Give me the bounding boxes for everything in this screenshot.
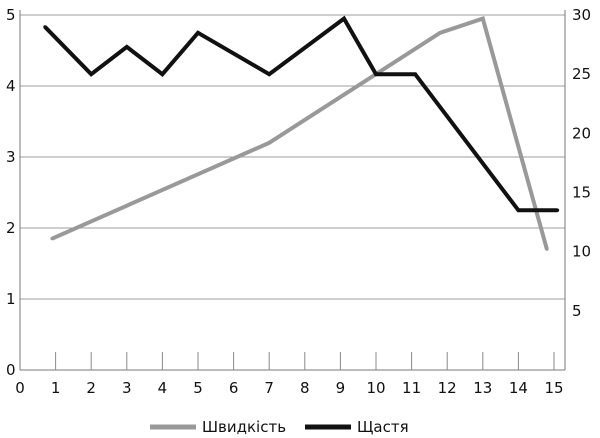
y-left-tick-label-0: 0 <box>6 361 16 379</box>
y-left-tick-label-3: 3 <box>6 148 16 166</box>
series-1-point-8 <box>413 72 417 76</box>
series-1-point-5 <box>267 72 271 76</box>
series-1-point-6 <box>342 16 346 21</box>
x-tick-label-13: 13 <box>473 379 492 397</box>
axis-layer <box>19 10 566 371</box>
y-right-tick-label-10: 10 <box>572 243 591 261</box>
series-0-point-4 <box>545 247 549 251</box>
x-tick-label-11: 11 <box>402 379 421 397</box>
series-1-point-0 <box>43 25 47 29</box>
y-left-tick-label-4: 4 <box>6 77 16 95</box>
x-tick-label-14: 14 <box>509 379 528 397</box>
series-line-1 <box>43 15 558 213</box>
series-0-point-0 <box>50 237 54 241</box>
x-tick-label-8: 8 <box>300 379 310 397</box>
x-tick-label-12: 12 <box>438 379 457 397</box>
series-0-point-1 <box>267 141 271 145</box>
x-tick-label-1: 1 <box>51 379 61 397</box>
series-1-point-1 <box>89 72 93 76</box>
legend-label-1: Щастя <box>357 418 409 436</box>
x-tick-label-5: 5 <box>193 379 203 397</box>
y-right-tick-label-5: 5 <box>572 302 582 320</box>
x-tick-label-3: 3 <box>122 379 132 397</box>
y-right-tick-label-25: 25 <box>572 65 591 83</box>
series-0-point-3 <box>481 16 485 21</box>
y-left-tick-label-5: 5 <box>6 6 16 24</box>
x-tick-label-0: 0 <box>15 379 25 397</box>
legend: Швидкість Щастя <box>150 418 409 436</box>
y-right-tick-label-20: 20 <box>572 124 591 142</box>
series-1-point-7 <box>374 72 378 76</box>
series-1-point-10 <box>555 208 560 212</box>
y-right-tick-label-30: 30 <box>572 6 591 24</box>
legend-label-0: Швидкість <box>202 418 286 436</box>
x-tick-label-2: 2 <box>86 379 96 397</box>
series-1-point-9 <box>516 208 521 212</box>
series-1-point-2 <box>125 45 129 49</box>
x-tick-label-4: 4 <box>158 379 168 397</box>
x-tick-label-9: 9 <box>336 379 346 397</box>
series-0-point-2 <box>438 31 442 35</box>
y-right-tick-label-15: 15 <box>572 184 591 202</box>
x-tick-label-10: 10 <box>366 379 385 397</box>
y-left-tick-label-1: 1 <box>6 290 16 308</box>
series-layer <box>43 15 560 251</box>
x-tick-label-15: 15 <box>544 379 563 397</box>
y-left-tick-label-2: 2 <box>6 219 16 237</box>
grid-layer <box>20 14 565 300</box>
series-1-point-4 <box>196 31 200 35</box>
x-tick-label-7: 7 <box>264 379 274 397</box>
series-1-point-3 <box>160 72 164 76</box>
x-tick-label-6: 6 <box>229 379 239 397</box>
